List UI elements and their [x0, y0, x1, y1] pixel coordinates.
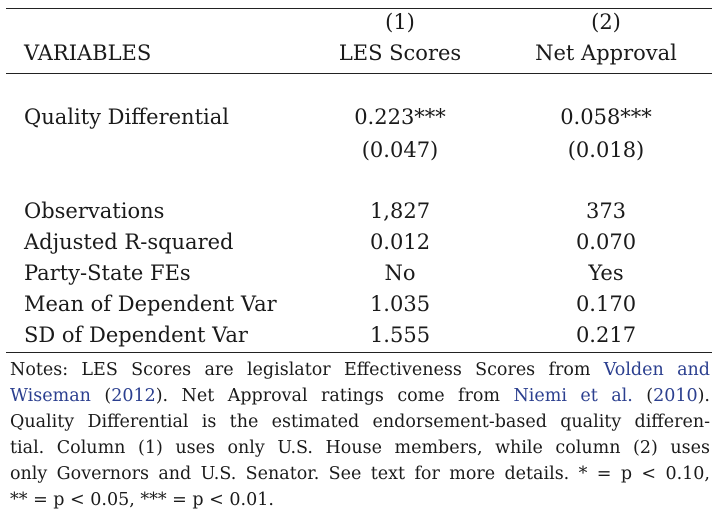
notes-text: only Governors and U.S. Senator. See tex…	[10, 464, 579, 484]
notes-line: Quality Differential is the estimated en…	[10, 412, 710, 432]
row-value: 373	[585, 199, 627, 223]
top-rule	[6, 8, 712, 9]
row-se: (0.047)	[361, 138, 439, 162]
header-col2: Net Approval	[535, 41, 677, 65]
notes-line: Wiseman (2012). Net Approval ratings com…	[10, 383, 710, 409]
row-label: Party-State FEs	[24, 261, 191, 285]
row-value: 1.035	[369, 292, 431, 316]
row-label: SD of Dependent Var	[24, 323, 248, 347]
row-label: Mean of Dependent Var	[24, 292, 277, 316]
header-col1: LES Scores	[338, 41, 462, 65]
header-variables: VARIABLES	[24, 41, 152, 65]
notes-text: ).	[697, 386, 710, 406]
citation-link[interactable]: Wiseman	[10, 386, 91, 406]
notes-text: (	[632, 386, 654, 406]
citation-year-link[interactable]: 2012	[111, 386, 156, 406]
notes-line: ** = p < 0.05, *** = p < 0.01.	[10, 490, 274, 510]
row-value: 0.012	[369, 230, 431, 254]
row-label: Observations	[24, 199, 165, 223]
col2-number: (2)	[591, 10, 621, 34]
row-value: 0.058***	[560, 105, 652, 129]
notes-text: ). Net Approval ratings come from	[155, 386, 514, 406]
row-value: Yes	[588, 261, 624, 285]
bottom-rule	[6, 352, 712, 353]
significance-note: * = p < 0.10,	[578, 464, 710, 484]
notes-line: only Governors and U.S. Senator. See tex…	[10, 461, 710, 487]
row-label: Adjusted R-squared	[24, 230, 234, 254]
row-se: (0.018)	[567, 138, 645, 162]
row-value: 0.217	[575, 323, 637, 347]
notes-text: Notes: LES Scores are legislator Effecti…	[10, 360, 604, 380]
row-value: 1,827	[369, 199, 431, 223]
citation-link[interactable]: Volden and	[603, 360, 710, 380]
row-value: 0.223***	[354, 105, 446, 129]
row-label: Quality Differential	[24, 105, 229, 129]
row-value: 1.555	[369, 323, 431, 347]
notes-text: (	[90, 386, 112, 406]
table-notes: Notes: LES Scores are legislator Effecti…	[10, 357, 710, 513]
row-value: 0.070	[575, 230, 637, 254]
col1-number: (1)	[385, 10, 415, 34]
row-value: 0.170	[575, 292, 637, 316]
citation-year-link[interactable]: 2010	[653, 386, 698, 406]
notes-line: Notes: LES Scores are legislator Effecti…	[10, 357, 710, 383]
row-value: No	[384, 261, 416, 285]
header-rule	[6, 73, 712, 74]
citation-link[interactable]: Niemi et al.	[513, 386, 633, 406]
notes-line: tial. Column (1) uses only U.S. House me…	[10, 438, 710, 458]
